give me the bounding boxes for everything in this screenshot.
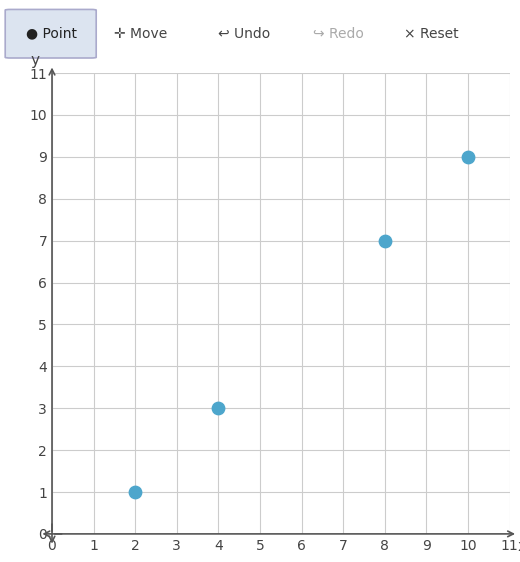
Text: x: x — [517, 539, 520, 554]
Point — [214, 404, 223, 413]
Text: × Reset: × Reset — [404, 27, 459, 40]
Text: ↪ Redo: ↪ Redo — [313, 27, 363, 40]
Point — [464, 152, 472, 161]
Text: y: y — [31, 53, 40, 68]
Text: ● Point: ● Point — [27, 27, 77, 40]
Point — [381, 236, 389, 245]
FancyBboxPatch shape — [5, 10, 96, 58]
Point — [131, 487, 139, 496]
Text: ↩ Undo: ↩ Undo — [218, 27, 270, 40]
Text: ✛ Move: ✛ Move — [114, 27, 167, 40]
